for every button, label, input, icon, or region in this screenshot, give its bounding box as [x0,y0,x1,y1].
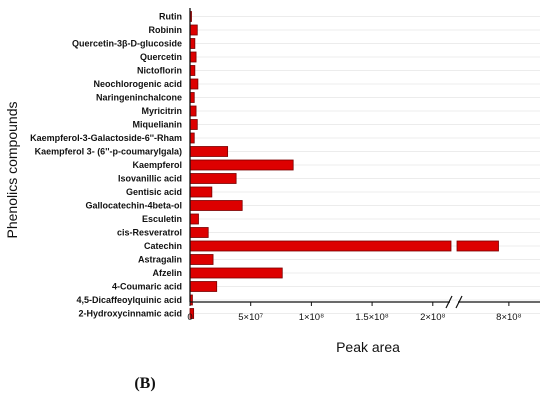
bar [189,227,209,238]
bar [189,173,237,184]
axis-break-mark [445,295,453,309]
category-label: Quercetin-3β-D-glucoside [72,39,182,49]
bar [189,254,214,265]
bar [189,24,198,36]
bar [189,105,197,117]
bar [189,146,229,157]
x-tick-label: 8×10⁸ [496,312,521,323]
bar [189,308,195,319]
x-tick-label: 0 [187,312,192,323]
x-tick-label: 5×10⁷ [238,312,263,323]
bar-continued [456,240,499,252]
category-label: Neochlorogenic acid [93,79,182,89]
bar [189,78,199,90]
x-tick-label: 1×10⁸ [299,312,324,323]
category-label: Kaempferol 3- (6''-p-coumarylgala) [35,147,182,157]
category-label: Myricitrin [141,106,182,116]
axis-break-mark [455,295,463,309]
category-label: 2-Hydroxycinnamic acid [78,309,182,319]
axes [189,8,540,309]
x-tick-labels: 0 5×10⁷ 1×10⁸ 1.5×10⁸ 2×10⁸ 8×10⁸ [187,312,521,323]
category-label: Gentisic acid [126,187,182,197]
bar [189,213,199,225]
category-label: Robinin [149,25,183,35]
category-label: Naringeninchalcone [96,93,182,103]
bar [189,240,452,252]
bar [189,51,197,63]
category-label: 4,5-Dicaffeoylquinic acid [76,295,182,305]
bar [189,65,196,76]
bar [189,119,198,130]
bar [189,200,243,211]
bar [189,267,283,279]
category-label: Gallocatechin-4beta-ol [85,201,182,211]
category-label: Isovanillic acid [118,174,182,184]
category-label: Kaempferol [132,160,182,170]
category-label: Catechin [144,241,182,251]
category-label: 4-Coumaric acid [112,282,182,292]
bar [189,186,213,198]
bar [189,281,218,292]
category-label: Nictoflorin [137,66,182,76]
x-tick-label: 2×10⁸ [420,312,445,323]
category-label: Afzelin [152,268,182,278]
panel-label: (B) [134,375,155,392]
category-labels: Rutin Robinin Quercetin-3β-D-glucoside Quer… [30,12,182,319]
category-label: Astragalin [138,255,182,265]
bar [189,38,196,49]
category-label: Kaempferol-3-Galactoside-6''-Rham [30,133,182,143]
y-axis-title: Phenolics compounds [4,102,20,239]
bar [189,159,294,171]
x-tick-label: 1.5×10⁸ [355,312,388,323]
category-label: Miquelianin [133,120,183,130]
category-label: cis-Resveratrol [117,228,182,238]
category-label: Rutin [159,12,182,22]
category-label: Esculetin [142,214,182,224]
x-axis-title: Peak area [336,339,400,355]
category-label: Quercetin [140,52,182,62]
